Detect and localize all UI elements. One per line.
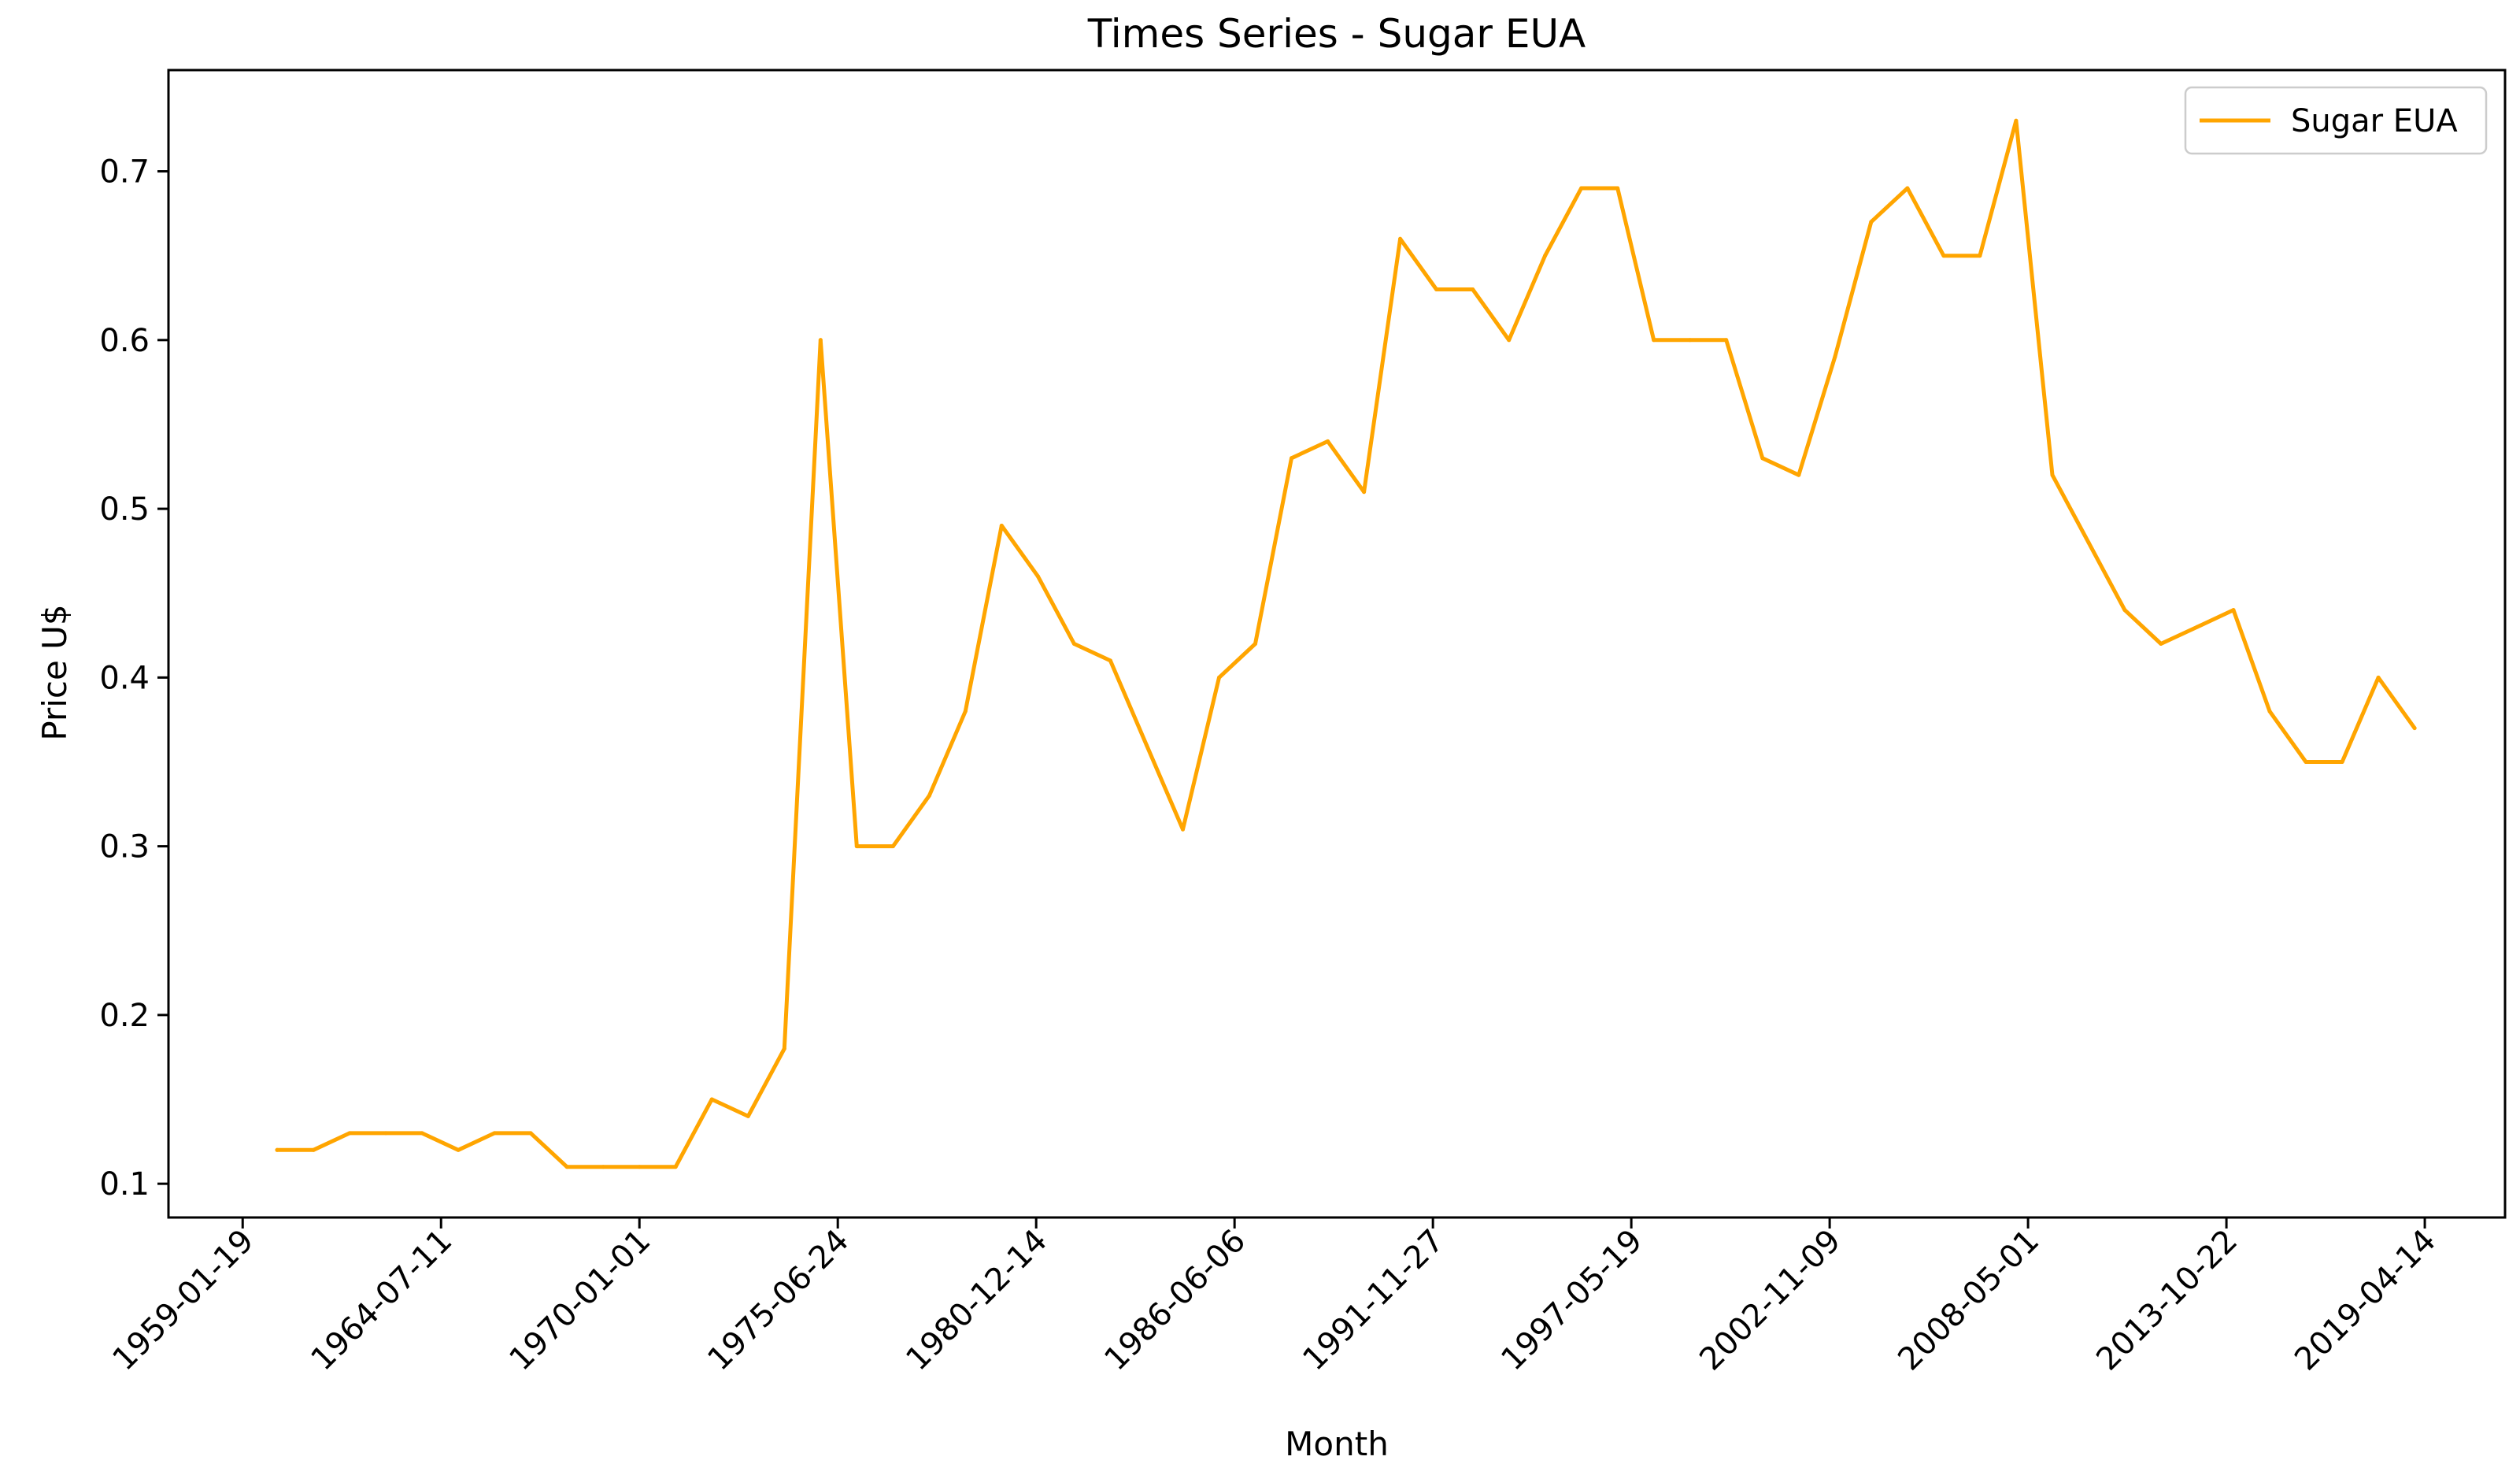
data-point	[1905, 186, 1910, 191]
data-point	[347, 1131, 352, 1136]
data-point	[673, 1165, 678, 1169]
data-point	[2340, 760, 2344, 764]
data-point	[854, 844, 859, 849]
data-point	[963, 709, 968, 713]
data-point	[1398, 236, 1403, 241]
data-point	[2231, 608, 2236, 613]
data-point	[2086, 540, 2091, 545]
x-tick-label: 1959-01-19	[105, 1223, 261, 1378]
data-point	[601, 1165, 605, 1169]
data-point	[383, 1131, 388, 1136]
data-point	[1253, 642, 1257, 646]
data-point	[1144, 743, 1149, 747]
data-point	[1507, 338, 1512, 343]
data-point	[818, 338, 823, 343]
data-point	[1181, 827, 1185, 832]
data-point	[528, 1131, 533, 1136]
y-tick-label: 0.4	[99, 660, 150, 696]
data-point	[2412, 726, 2417, 731]
x-axis-title: Month	[1285, 1425, 1389, 1463]
x-tick-label: 1997-05-19	[1494, 1223, 1649, 1378]
data-point	[1362, 490, 1367, 495]
y-tick-label: 0.1	[99, 1166, 150, 1203]
axes: 0.1 0.2 0.3 0.4 0.5 0.6 0.7 1959-01-19 1964-07-1…	[99, 154, 2443, 1378]
data-point	[564, 1165, 569, 1169]
data-point	[2195, 624, 2200, 629]
data-point	[2159, 642, 2163, 646]
data-point	[1615, 186, 1620, 191]
data-point	[1579, 186, 1584, 191]
legend-label: Sugar EUA	[2291, 103, 2458, 139]
data-point	[1543, 254, 1548, 258]
data-point	[2122, 608, 2127, 613]
series-line	[275, 118, 2417, 1169]
data-point	[456, 1147, 461, 1152]
data-point	[2014, 118, 2019, 123]
data-point	[1326, 439, 1330, 443]
data-point	[999, 524, 1004, 528]
series-layer	[275, 118, 2417, 1169]
data-point	[492, 1131, 497, 1136]
y-tick-label: 0.6	[99, 323, 150, 359]
data-point	[1760, 456, 1765, 461]
data-point	[1217, 675, 1221, 680]
data-point	[927, 793, 931, 798]
data-point	[275, 1147, 279, 1152]
y-tick-label: 0.5	[99, 491, 150, 528]
x-tick-label: 1964-07-11	[304, 1223, 459, 1378]
y-tick-label: 0.3	[99, 829, 150, 865]
chart-title: Times Series - Sugar EUA	[1087, 11, 1586, 57]
x-tick-label: 2008-05-01	[1891, 1223, 2046, 1378]
data-point	[1434, 287, 1439, 291]
x-tick-label: 2019-04-14	[2288, 1223, 2443, 1378]
data-point	[1108, 658, 1112, 663]
data-point	[890, 844, 895, 849]
data-point	[1797, 473, 1801, 477]
data-point	[746, 1114, 750, 1118]
plot-frame	[167, 69, 2507, 1219]
x-tick-label: 1980-12-14	[899, 1223, 1054, 1378]
data-point	[311, 1147, 316, 1152]
x-tick-label: 2002-11-09	[1693, 1223, 1848, 1378]
data-point	[1652, 338, 1656, 343]
data-point	[1941, 254, 1946, 258]
data-point	[2376, 675, 2381, 680]
x-tick-label: 1991-11-27	[1296, 1223, 1451, 1378]
data-point	[1471, 287, 1475, 291]
data-point	[2304, 760, 2308, 764]
y-axis-title: Price U$	[35, 604, 74, 740]
data-point	[1290, 456, 1293, 461]
data-point	[782, 1047, 786, 1051]
data-point	[420, 1131, 424, 1136]
data-point	[1035, 574, 1040, 579]
x-tick-label: 1986-06-06	[1097, 1223, 1253, 1378]
data-point	[1978, 254, 1982, 258]
data-point	[1833, 354, 1837, 359]
data-point	[1724, 338, 1729, 343]
x-tick-label: 1970-01-01	[502, 1223, 657, 1378]
data-point	[1071, 642, 1076, 646]
x-tick-label: 2013-10-22	[2089, 1223, 2244, 1378]
data-point	[2050, 473, 2055, 477]
data-point	[709, 1097, 714, 1102]
y-tick-label: 0.2	[99, 998, 150, 1034]
data-point	[2267, 709, 2272, 713]
legend-box	[2184, 86, 2488, 155]
legend: Sugar EUA	[2184, 86, 2488, 155]
x-tick-label: 1975-06-24	[701, 1223, 856, 1378]
y-tick-label: 0.7	[99, 154, 150, 191]
data-point	[1688, 338, 1693, 343]
data-point	[637, 1165, 642, 1169]
data-point	[1869, 220, 1874, 224]
